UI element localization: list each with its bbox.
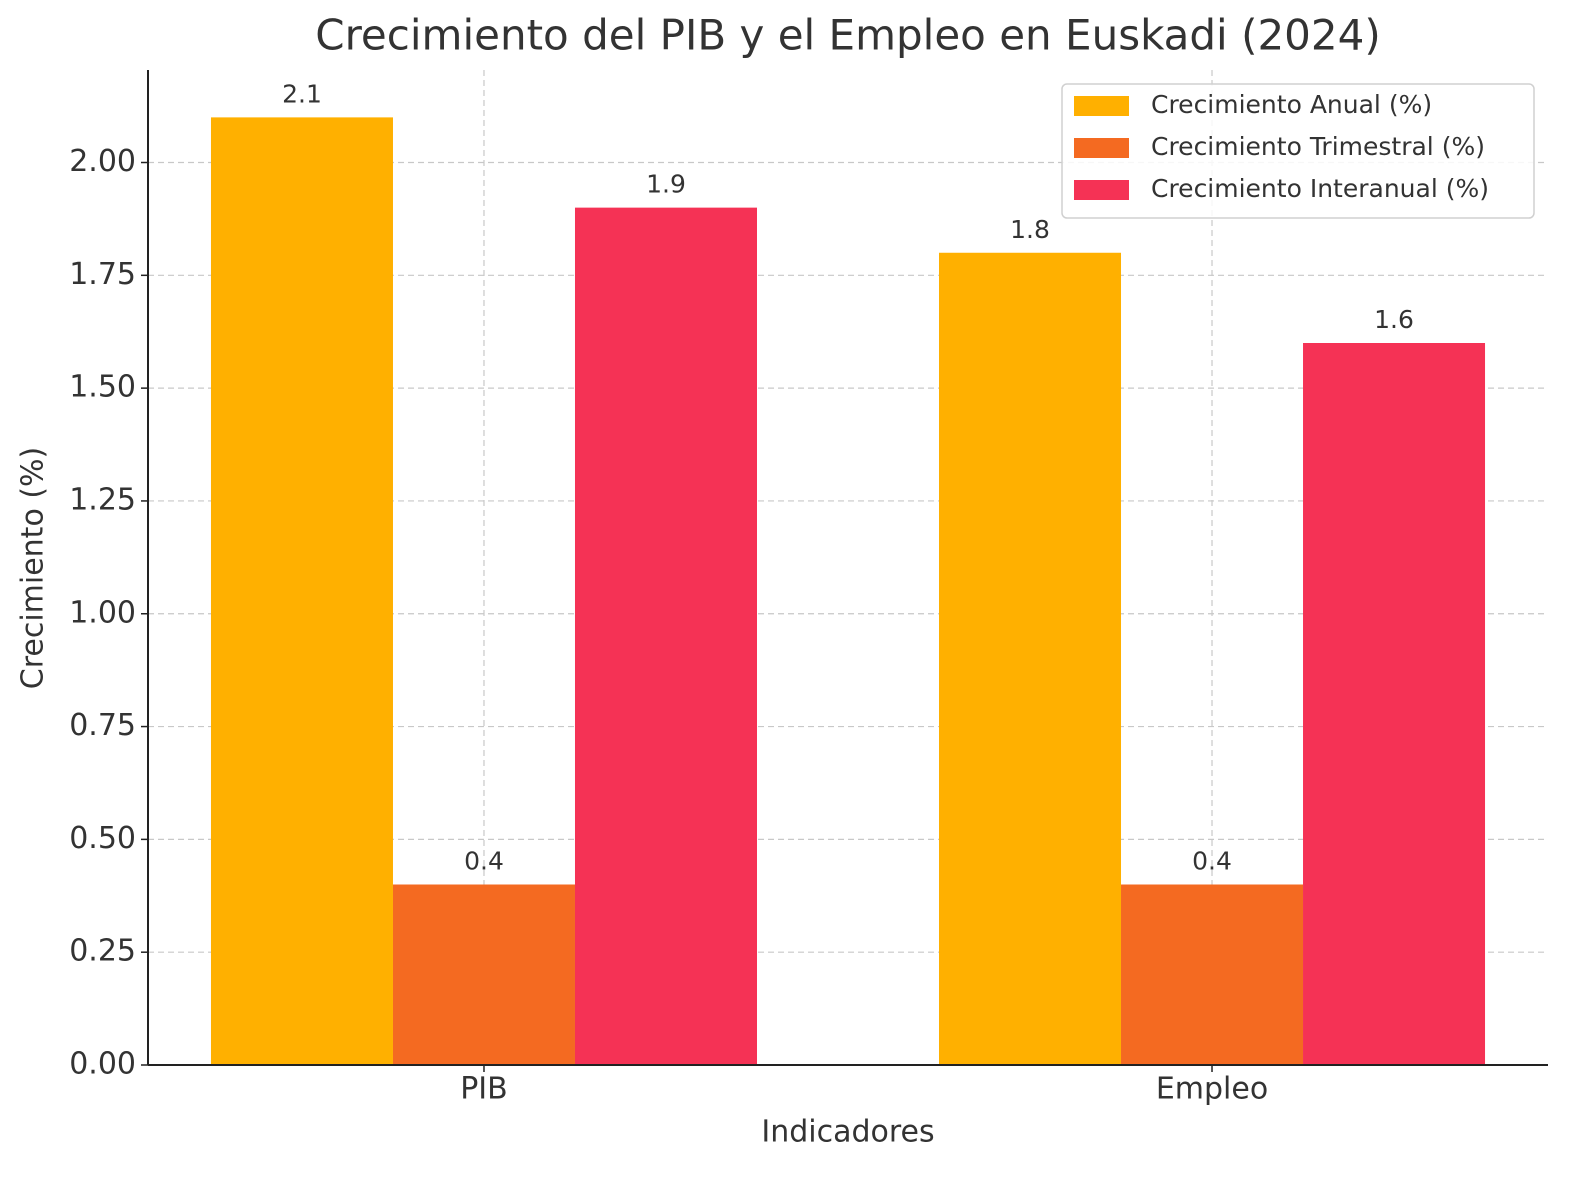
legend-swatch (1074, 96, 1129, 116)
x-tick-label: Empleo (1156, 1072, 1268, 1107)
bar (939, 252, 1122, 1065)
y-axis-label: Crecimiento (%) (16, 447, 51, 690)
chart-title: Crecimiento del PIB y el Empleo en Euska… (315, 11, 1380, 60)
y-tick-label: 1.75 (69, 257, 136, 292)
x-tick-label: PIB (460, 1072, 508, 1107)
bar (574, 207, 757, 1066)
value-label: 1.8 (1010, 215, 1050, 244)
legend-swatch (1074, 180, 1129, 200)
legend-swatch (1074, 138, 1129, 158)
y-tick-label: 1.50 (69, 370, 136, 405)
y-tick-label: 1.00 (69, 595, 136, 630)
legend-label: Crecimiento Interanual (%) (1151, 174, 1489, 203)
y-tick-label: 1.25 (69, 482, 136, 517)
value-label: 2.1 (282, 79, 322, 108)
legend-label: Crecimiento Trimestral (%) (1151, 132, 1485, 161)
x-axis-label: Indicadores (761, 1115, 934, 1150)
value-label: 1.6 (1374, 305, 1414, 334)
value-label: 0.4 (1192, 847, 1232, 876)
y-tick-label: 0.50 (69, 821, 136, 856)
bar (210, 117, 393, 1065)
value-label: 1.9 (646, 170, 686, 199)
bar (1121, 884, 1304, 1065)
value-label: 0.4 (464, 847, 504, 876)
y-tick-label: 0.00 (69, 1047, 136, 1082)
legend: Crecimiento Anual (%) Crecimiento Trimest… (1061, 83, 1535, 219)
legend-box (1061, 83, 1535, 219)
bar (1303, 343, 1486, 1066)
y-tick-label: 2.00 (69, 144, 136, 179)
y-tick-label: 0.75 (69, 708, 136, 743)
legend-label: Crecimiento Anual (%) (1151, 90, 1432, 119)
bar (392, 884, 575, 1065)
y-tick-label: 0.25 (69, 934, 136, 969)
